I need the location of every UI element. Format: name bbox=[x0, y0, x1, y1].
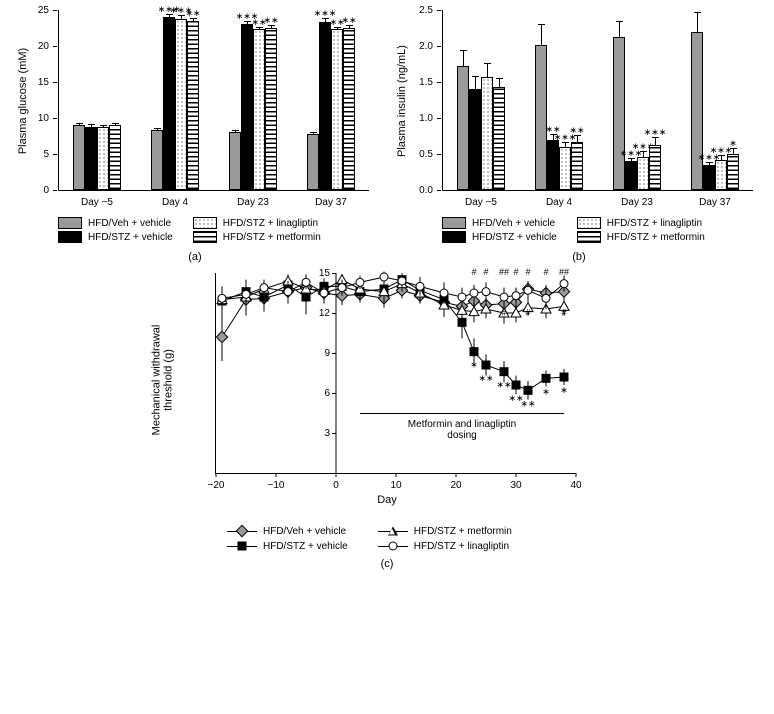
swatch-black bbox=[58, 231, 82, 243]
legend-label: HFD/STZ + metformin bbox=[607, 232, 705, 243]
panel-c: Mechanical withdrawal threshold (g) ####… bbox=[167, 273, 607, 570]
legend-c-label: HFD/STZ + metformin bbox=[414, 526, 512, 537]
swatch-gray bbox=[442, 217, 466, 229]
subfig-a: (a) bbox=[10, 251, 380, 263]
ylabel-c: Mechanical withdrawal threshold (g) bbox=[150, 325, 174, 436]
legend-ab: HFD/Veh + vehicle HFD/STZ + vehicle HFD/… bbox=[58, 215, 380, 245]
line-svg: ############∗∗∗∗∗∗∗∗∗∗∗ bbox=[216, 273, 576, 473]
panel-a: Plasma glucose (mM) 0510152025Day −5Day … bbox=[10, 10, 380, 263]
svg-text:∗∗: ∗∗ bbox=[496, 380, 511, 390]
legend-c-label: HFD/Veh + vehicle bbox=[263, 526, 346, 537]
legend-label: HFD/STZ + metformin bbox=[223, 232, 321, 243]
svg-text:∗: ∗ bbox=[470, 360, 478, 370]
ylabel-a: Plasma glucose (mM) bbox=[17, 48, 29, 154]
svg-text:##: ## bbox=[559, 267, 569, 277]
ylabel-b: Plasma insulin (ng/mL) bbox=[396, 45, 408, 157]
legend-label: HFD/STZ + vehicle bbox=[472, 232, 557, 243]
legend-c-label: HFD/STZ + vehicle bbox=[263, 541, 348, 552]
svg-text:∗: ∗ bbox=[560, 385, 568, 395]
chart-area-b: 0.00.51.01.52.02.5Day −5Day 4∗∗∗∗∗∗∗Day … bbox=[442, 10, 753, 191]
figure-container: Plasma glucose (mM) 0510152025Day −5Day … bbox=[10, 10, 764, 570]
legend-label: HFD/Veh + vehicle bbox=[472, 218, 555, 229]
svg-text:∗∗: ∗∗ bbox=[478, 373, 493, 383]
xlabel-c: Day bbox=[167, 494, 607, 506]
legend-c-label: HFD/STZ + linagliptin bbox=[414, 541, 509, 552]
legend-b: HFD/Veh + vehicle HFD/STZ + vehicle HFD/… bbox=[442, 215, 764, 245]
swatch-gray bbox=[58, 217, 82, 229]
swatch-stripes bbox=[577, 231, 601, 243]
chart-area-c: ############∗∗∗∗∗∗∗∗∗∗∗ 3691215−20−10010… bbox=[215, 273, 576, 474]
svg-text:#: # bbox=[471, 267, 476, 277]
svg-text:#: # bbox=[513, 267, 518, 277]
svg-text:∗∗: ∗∗ bbox=[520, 398, 535, 408]
swatch-dots bbox=[193, 217, 217, 229]
legend-label: HFD/STZ + vehicle bbox=[88, 232, 173, 243]
svg-text:##: ## bbox=[499, 267, 509, 277]
panel-b: Plasma insulin (ng/mL) 0.00.51.01.52.02.… bbox=[394, 10, 764, 263]
chart-area-a: 0510152025Day −5Day 4∗∗∗∗∗∗∗∗Day 23∗∗∗∗∗… bbox=[58, 10, 369, 191]
swatch-dots bbox=[577, 217, 601, 229]
subfig-c: (c) bbox=[167, 558, 607, 570]
svg-text:#: # bbox=[561, 308, 566, 318]
svg-text:#: # bbox=[525, 308, 530, 318]
swatch-black bbox=[442, 231, 466, 243]
swatch-stripes bbox=[193, 231, 217, 243]
legend-label: HFD/STZ + linagliptin bbox=[223, 218, 318, 229]
svg-text:#: # bbox=[543, 267, 548, 277]
svg-text:#: # bbox=[525, 267, 530, 277]
svg-text:#: # bbox=[501, 308, 506, 318]
legend-c: HFD/Veh + vehicle HFD/STZ + vehicle HFD/… bbox=[227, 526, 607, 552]
ylabel-c-text: Mechanical withdrawal threshold (g) bbox=[150, 325, 174, 436]
legend-label: HFD/Veh + vehicle bbox=[88, 218, 171, 229]
subfig-b: (b) bbox=[394, 251, 764, 263]
legend-label: HFD/STZ + linagliptin bbox=[607, 218, 702, 229]
svg-text:∗: ∗ bbox=[542, 386, 550, 396]
top-row: Plasma glucose (mM) 0510152025Day −5Day … bbox=[10, 10, 764, 263]
svg-text:#: # bbox=[483, 267, 488, 277]
